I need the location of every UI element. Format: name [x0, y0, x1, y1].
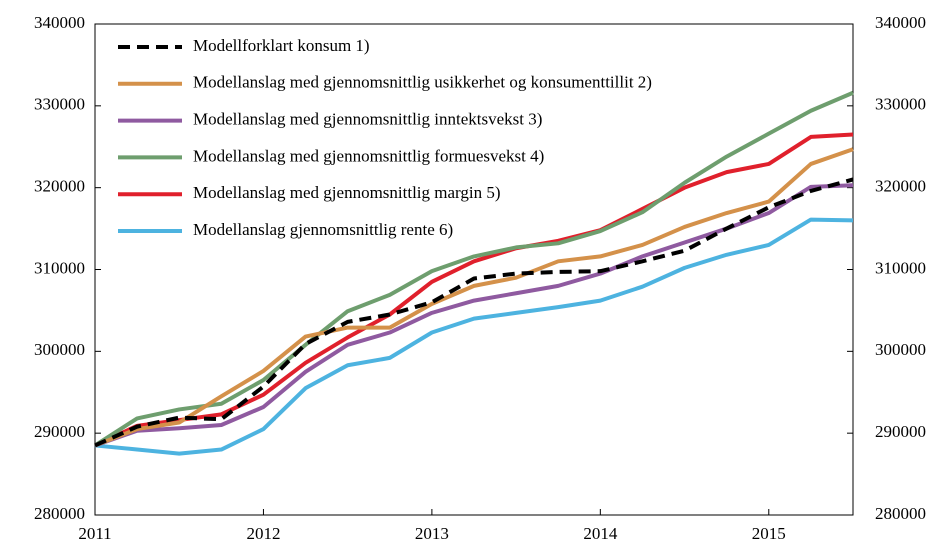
legend-label: Modellanslag gjennomsnittlig rente 6) — [193, 220, 453, 239]
y-tick-label: 300000 — [34, 340, 85, 359]
y2-tick-label: 290000 — [875, 422, 926, 441]
legend-label: Modellanslag med gjennomsnittlig formues… — [193, 146, 544, 165]
y2-tick-label: 320000 — [875, 177, 926, 196]
x-tick-label: 2013 — [415, 524, 449, 543]
legend-label: Modellanslag med gjennomsnittlig inntekt… — [193, 110, 542, 129]
y-tick-label: 280000 — [34, 504, 85, 523]
series-line — [94, 147, 854, 448]
y-tick-label: 310000 — [34, 258, 85, 277]
y-tick-label: 340000 — [34, 13, 85, 32]
series-line — [94, 177, 854, 448]
x-tick-label: 2011 — [78, 524, 111, 543]
x-tick-label: 2012 — [246, 524, 280, 543]
legend-label: Modellforklart konsum 1) — [193, 36, 370, 55]
legend-label: Modellanslag med gjennomsnittlig usikker… — [193, 73, 652, 92]
series-line — [93, 90, 854, 448]
x-tick-label: 2014 — [583, 524, 618, 543]
y2-tick-label: 300000 — [875, 340, 926, 359]
plot-frame — [94, 23, 854, 516]
y2-tick-label: 340000 — [875, 13, 926, 32]
series-line — [94, 132, 854, 448]
y-tick-label: 320000 — [34, 177, 85, 196]
y2-tick-label: 280000 — [875, 504, 926, 523]
y-tick-label: 330000 — [34, 95, 85, 114]
y2-tick-label: 310000 — [875, 258, 926, 277]
legend-label: Modellanslag med gjennomsnittlig margin … — [193, 183, 501, 202]
y2-tick-label: 330000 — [875, 95, 926, 114]
series-line — [94, 217, 854, 456]
y-tick-label: 290000 — [34, 422, 85, 441]
x-tick-label: 2015 — [752, 524, 786, 543]
